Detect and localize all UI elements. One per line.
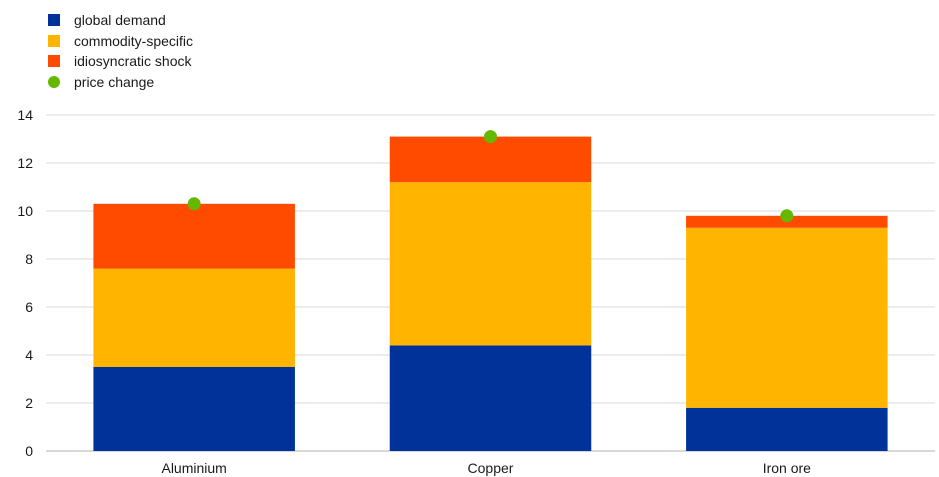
legend-label-price-change: price change xyxy=(74,73,155,90)
y-tick-label: 12 xyxy=(17,155,33,171)
bar-segment xyxy=(389,182,592,346)
bar-segment xyxy=(93,367,295,451)
chart-legend: global demand commodity-specific idiosyn… xyxy=(48,10,193,92)
bar-segment xyxy=(93,203,295,269)
legend-marker-price-change xyxy=(48,75,60,88)
price-change-marker xyxy=(187,197,201,211)
legend-item-idiosyncratic-shock: idiosyncratic shock xyxy=(48,51,193,72)
legend-swatch-idiosyncratic-shock xyxy=(48,55,60,68)
bar-segment xyxy=(686,407,888,451)
x-tick-label: Iron ore xyxy=(763,460,811,476)
legend-swatch-global-demand xyxy=(48,14,60,27)
price-change-marker xyxy=(484,130,497,144)
legend-swatch-commodity-specific xyxy=(48,34,60,47)
legend-item-commodity-specific: commodity-specific xyxy=(48,31,193,52)
legend-item-global-demand: global demand xyxy=(48,10,193,31)
legend-label-commodity-specific: commodity-specific xyxy=(74,32,194,49)
y-tick-label: 0 xyxy=(25,443,33,459)
bar-segment xyxy=(389,136,592,183)
bar-stacks xyxy=(93,136,888,451)
legend-label-global-demand: global demand xyxy=(74,12,166,29)
x-tick-label: Aluminium xyxy=(161,460,226,476)
legend-label-idiosyncratic-shock: idiosyncratic shock xyxy=(74,53,192,70)
x-axis-tick-labels: Aluminium Copper Iron ore xyxy=(161,460,811,476)
bar-segment xyxy=(93,268,295,367)
y-axis-tick-labels: 0 2 4 6 8 10 12 14 xyxy=(17,107,33,459)
y-tick-label: 2 xyxy=(25,395,33,411)
price-change-markers xyxy=(187,130,794,223)
y-tick-label: 8 xyxy=(25,251,33,267)
y-tick-label: 4 xyxy=(25,347,33,363)
y-tick-label: 14 xyxy=(17,107,33,123)
y-tick-label: 6 xyxy=(25,299,33,315)
bar-segment xyxy=(389,345,592,451)
x-tick-label: Copper xyxy=(468,460,514,476)
y-tick-label: 10 xyxy=(17,203,33,219)
price-change-marker xyxy=(780,209,794,223)
legend-item-price-change: price change xyxy=(48,72,193,93)
bar-segment xyxy=(686,227,888,408)
